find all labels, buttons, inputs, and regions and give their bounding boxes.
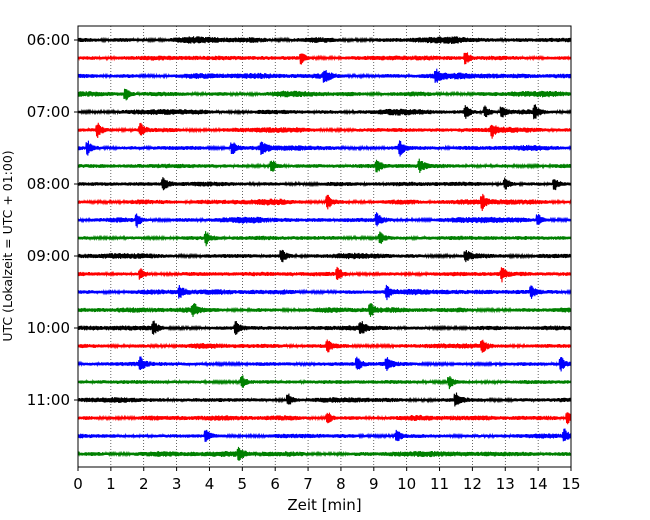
trace-0945	[77, 302, 572, 317]
x-tick-label: 4	[205, 475, 215, 493]
x-tick-label: 2	[139, 475, 149, 493]
trace-1015	[77, 339, 572, 353]
trace-0830	[77, 212, 572, 228]
trace-1130	[77, 428, 572, 442]
trace-0700	[77, 104, 572, 120]
trace-0645	[77, 88, 572, 101]
trace-0800	[77, 177, 572, 191]
trace-0845	[77, 231, 572, 247]
y-axis-ticks: 06:00 07:00 08:00 09:00 10:00 11:00	[27, 31, 78, 409]
y-axis-label: UTC (Lokalzeit = UTC + 01:00)	[0, 150, 15, 341]
x-tick-label: 6	[270, 475, 280, 493]
trace-1030	[77, 356, 572, 372]
trace-0915	[77, 266, 572, 283]
trace-1100	[77, 392, 572, 407]
y-tick-label: 07:00	[27, 103, 70, 121]
x-tick-label: 13	[496, 475, 515, 493]
x-tick-label: 10	[397, 475, 416, 493]
x-tick-label: 12	[463, 475, 482, 493]
trace-0615	[77, 52, 572, 65]
y-tick-label: 09:00	[27, 247, 70, 265]
x-tick-label: 7	[303, 475, 313, 493]
x-tick-label: 9	[369, 475, 379, 493]
x-tick-label: 5	[238, 475, 248, 493]
y-tick-label: 10:00	[27, 319, 70, 337]
x-axis-label: Zeit [min]	[287, 496, 361, 514]
plot-frame	[77, 25, 572, 468]
trace-0715	[77, 122, 572, 139]
trace-0930	[77, 284, 572, 301]
x-tick-label: 8	[336, 475, 346, 493]
x-tick-label: 1	[106, 475, 116, 493]
trace-0900	[77, 249, 572, 263]
x-axis-ticks: 0 1 2 3 4 5 6 7 8 9 10 11 12 13 14 15	[73, 467, 581, 493]
y-tick-label: 06:00	[27, 31, 70, 49]
y-tick-label: 08:00	[27, 175, 70, 193]
trace-1045	[77, 375, 572, 390]
trace-0745	[77, 158, 572, 174]
trace-0730	[77, 140, 572, 157]
y-tick-label: 11:00	[27, 391, 70, 409]
trace-0600	[77, 36, 572, 44]
trace-0815	[77, 193, 572, 212]
x-tick-label: 0	[73, 475, 83, 493]
trace-1145	[77, 446, 572, 461]
x-tick-label: 15	[561, 475, 580, 493]
x-tick-label: 11	[430, 475, 449, 493]
trace-1115	[77, 412, 572, 425]
x-tick-label: 3	[172, 475, 182, 493]
trace-0630	[77, 68, 572, 83]
trace-1000	[77, 320, 572, 336]
x-tick-label: 14	[529, 475, 548, 493]
seismic-traces	[77, 36, 572, 461]
